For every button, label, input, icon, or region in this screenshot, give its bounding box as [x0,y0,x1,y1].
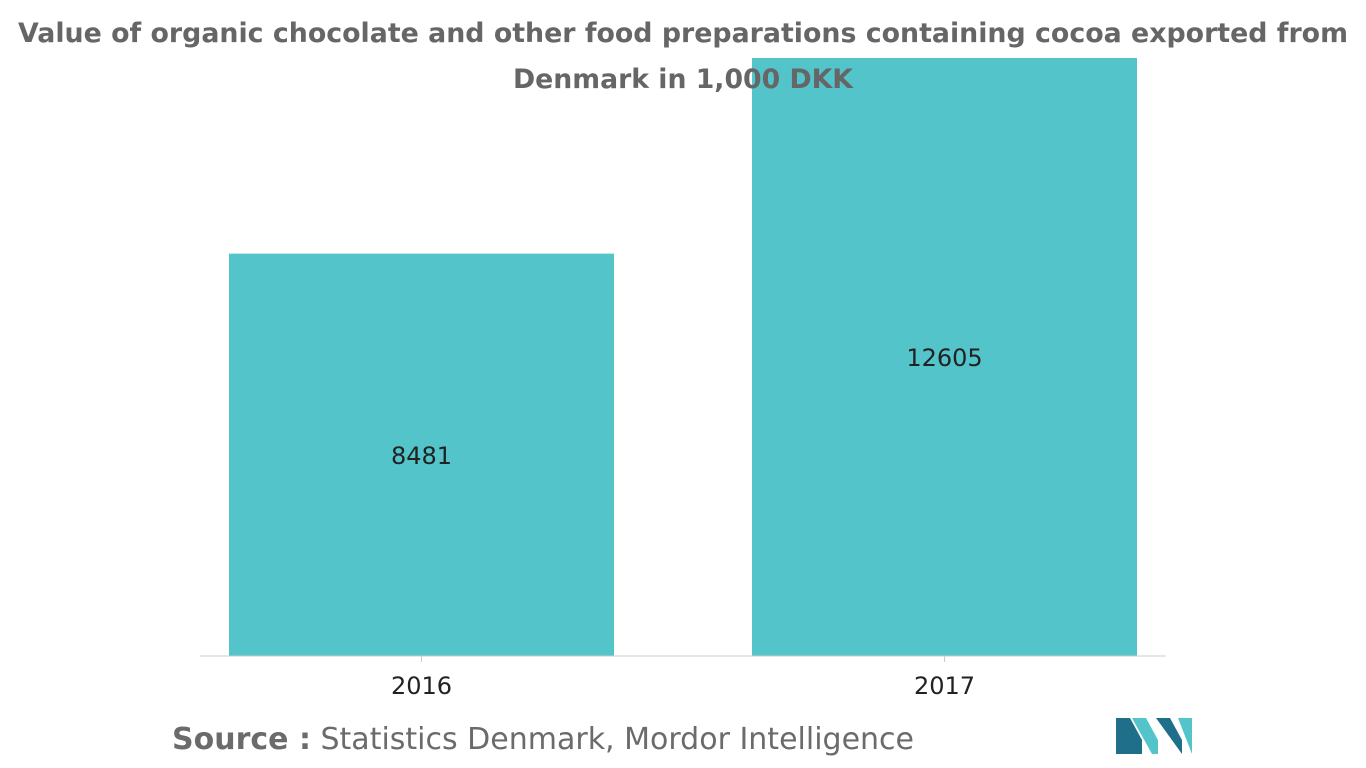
x-tick-label-2016: 2016 [391,672,452,700]
source-prefix: Source : [172,722,311,757]
bars-layer [229,58,1137,656]
data-labels-layer: 8481 12605 [391,344,983,470]
x-axis: 2016 2017 [200,655,1166,700]
data-label-2016: 8481 [391,442,452,470]
mordor-intelligence-logo-icon [1116,718,1192,754]
source-note: Source : Statistics Denmark, Mordor Inte… [172,718,914,762]
source-text: Statistics Denmark, Mordor Intelligence [320,722,915,757]
chart-title-line-1: Value of organic chocolate and other foo… [18,18,1348,49]
bar-2016 [229,253,614,656]
bar-2017 [752,58,1137,656]
chart-title: Value of organic chocolate and other foo… [18,18,1348,95]
chart-title-line-2: Denmark in 1,000 DKK [513,64,854,95]
data-label-2017: 12605 [906,344,982,372]
x-tick-label-2017: 2017 [914,672,975,700]
